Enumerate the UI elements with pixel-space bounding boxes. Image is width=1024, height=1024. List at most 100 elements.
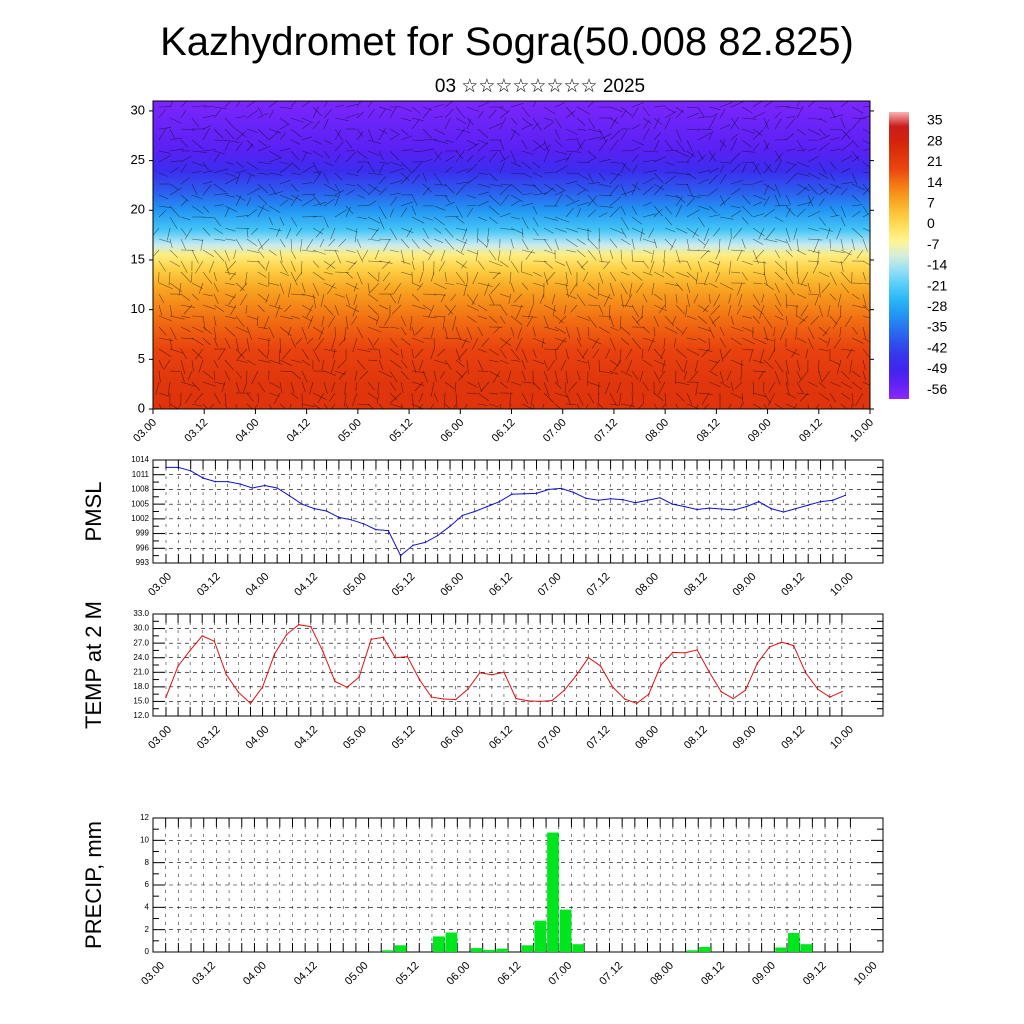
wind-vector [279,106,293,109]
wind-vector [620,370,633,377]
wind-vector [378,403,385,409]
wind-vector [862,238,868,252]
wind-vector [471,337,479,350]
wind-vector [692,227,699,238]
wind-vector [795,326,798,340]
wind-vector [488,249,497,261]
wind-vector [353,293,358,306]
wind-vector [651,282,655,296]
wind-vector [762,381,765,393]
wind-vector [444,359,452,370]
wind-vector [306,337,314,345]
wind-vector [444,326,448,340]
wind-vector [477,101,489,108]
wind-vector [323,183,337,192]
wind-vector [708,174,718,185]
wind-vector [708,188,718,196]
wind-vector [344,381,347,395]
wind-vector [565,249,576,253]
wind-vector [301,381,306,392]
wind-vector [323,101,328,108]
wind-vector [290,139,300,145]
wind-vector [191,139,204,150]
series-point [733,509,735,511]
wind-vector [664,238,674,248]
wind-vector [455,249,465,256]
wind-vector [444,166,453,174]
heatmap-x-tick-label: 08.00 [643,417,671,445]
wind-vector [433,172,443,185]
wind-vector [466,293,476,305]
wind-vector [807,326,815,340]
wind-vector [312,227,324,235]
panel-y-tick-label: 1002 [131,514,149,523]
wind-vector [307,315,314,329]
wind-vector [763,117,769,130]
series-point [745,505,748,508]
wind-vector [752,315,760,324]
wind-vector [202,403,209,409]
wind-vector [585,403,589,409]
wind-vector [840,370,850,380]
wind-vector [527,304,534,319]
wind-vector [433,139,448,144]
wind-vector [466,249,479,255]
wind-vector [235,130,247,141]
wind-vector [697,128,712,130]
wind-vector [419,359,424,371]
wind-vector [675,370,677,385]
wind-vector [565,106,576,118]
wind-vector [409,315,413,331]
panel-x-tick-label: 05.12 [390,724,418,752]
wind-vector [213,249,225,262]
wind-vector [356,150,368,160]
wind-vector [169,249,179,259]
wind-vector [499,359,509,364]
wind-vector [312,249,326,255]
wind-vector [279,124,289,130]
wind-vector [818,271,830,277]
series-point [479,672,481,674]
wind-vector [763,337,774,342]
wind-vector [290,194,300,207]
wind-vector [675,139,686,152]
wind-vector [263,315,270,330]
wind-vector [620,282,628,295]
wind-vector [551,293,556,305]
series-point [599,665,602,667]
series-point [770,507,772,510]
wind-vector [481,337,490,347]
wind-vector [345,227,358,233]
wind-vector [312,106,319,119]
wind-vector [752,180,764,185]
heatmap-x-tick-label: 03.12 [182,417,210,445]
wind-vector [400,149,413,152]
series-point [177,466,180,469]
wind-vector [543,187,554,196]
wind-vector [268,326,275,339]
wind-vector [697,392,713,395]
wind-vector [477,191,489,196]
wind-vector [565,282,569,298]
wind-vector [641,348,644,360]
panel-y-tick-label: 2 [145,925,150,934]
wind-vector [636,315,644,324]
wind-vector [752,194,766,200]
wind-vector [543,326,559,331]
series-point [350,519,353,521]
wind-vector [631,139,645,146]
wind-vector [576,392,584,406]
wind-vector [598,370,614,374]
wind-vector [664,106,676,113]
series-point [832,499,834,502]
wind-vector [461,337,468,348]
wind-vector [400,359,408,369]
series-point [285,633,288,636]
panel-y-tick-label: 999 [136,529,150,538]
heatmap-x-axis: 03.00 03.12 04.00 04.12 05.00 05.12 06.00 06.12… [131,409,876,445]
wind-vector [422,216,434,221]
wind-vector [257,326,268,329]
wind-vector [734,381,743,390]
wind-vector [290,249,297,259]
wind-vector [477,172,488,175]
